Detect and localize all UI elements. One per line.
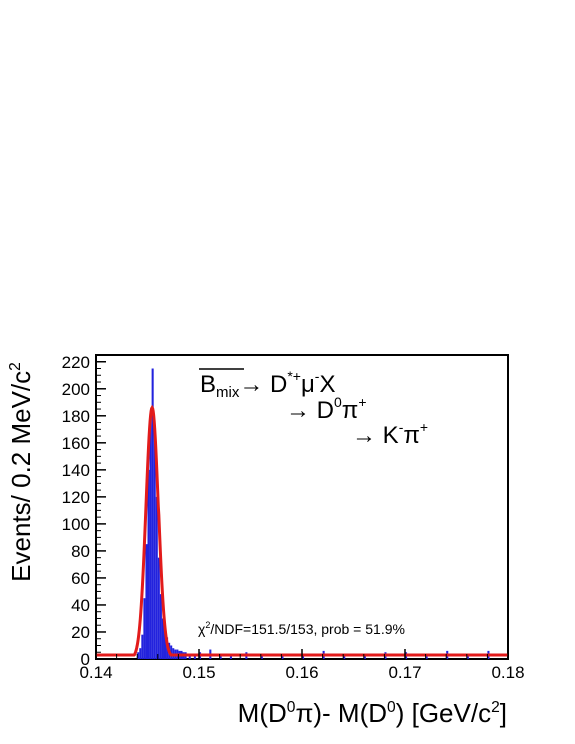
decay-line-3: → K-π+ <box>352 419 428 449</box>
y-axis-label: Events/ 0.2 MeV/c2 <box>6 362 36 582</box>
histogram-bin <box>159 594 162 659</box>
x-tick-label: 0.18 <box>491 663 524 682</box>
y-tick-label: 120 <box>62 488 90 507</box>
histogram-bin <box>137 652 140 659</box>
histogram-bin <box>163 631 167 659</box>
y-tick-label: 0 <box>81 650 90 669</box>
histogram-bin <box>281 654 284 659</box>
histogram-bin <box>151 368 154 659</box>
histogram-bin <box>145 544 148 659</box>
y-tick-label: 100 <box>62 515 90 534</box>
histogram-bin <box>363 654 366 659</box>
fit-statistics: χ2/NDF=151.5/153, prob = 51.9% <box>198 620 405 637</box>
x-tick-label: 0.16 <box>285 663 318 682</box>
histogram-bin <box>153 429 156 659</box>
y-tick-label: 200 <box>62 380 90 399</box>
y-tick-label: 80 <box>71 542 90 561</box>
histogram-bin <box>161 618 164 659</box>
y-tick-label: 160 <box>62 434 90 453</box>
decay-line-1: Bmix→ D*+μ-X <box>200 368 335 401</box>
histogram-bin <box>143 598 146 659</box>
x-tick-label: 0.15 <box>182 663 215 682</box>
x-tick-label: 0.14 <box>79 663 112 682</box>
histogram-bin <box>147 469 150 659</box>
y-tick-label: 60 <box>71 569 90 588</box>
histogram-bin <box>302 654 305 659</box>
histogram-bin <box>149 415 152 659</box>
y-tick-label: 220 <box>62 353 90 372</box>
y-tick-label: 140 <box>62 461 90 480</box>
y-tick-label: 180 <box>62 407 90 426</box>
histogram-bin <box>170 645 173 659</box>
decay-chain-annotation: Bmix→ D*+μ-X → D0π+ → K-π+ <box>199 368 428 449</box>
x-tick-label: 0.17 <box>388 663 421 682</box>
histogram-bin <box>155 496 158 659</box>
histogram-bin <box>229 654 232 659</box>
y-axis: 0 20 40 60 80 100 120 140 160 180 200 220 <box>62 353 106 669</box>
y-tick-label: 40 <box>71 596 90 615</box>
histogram-bin <box>193 654 196 659</box>
x-axis-label: M(D0π)- M(D0) [GeV/c2] <box>238 698 507 728</box>
histogram-bin <box>157 557 160 659</box>
histogram-bin <box>141 634 144 659</box>
histogram-bin <box>139 648 142 659</box>
x-axis: 0.14 0.15 0.16 0.17 0.18 <box>79 649 525 682</box>
histogram-bin <box>425 654 428 659</box>
decay-line-2: → D0π+ <box>286 394 367 424</box>
y-tick-label: 20 <box>71 623 90 642</box>
